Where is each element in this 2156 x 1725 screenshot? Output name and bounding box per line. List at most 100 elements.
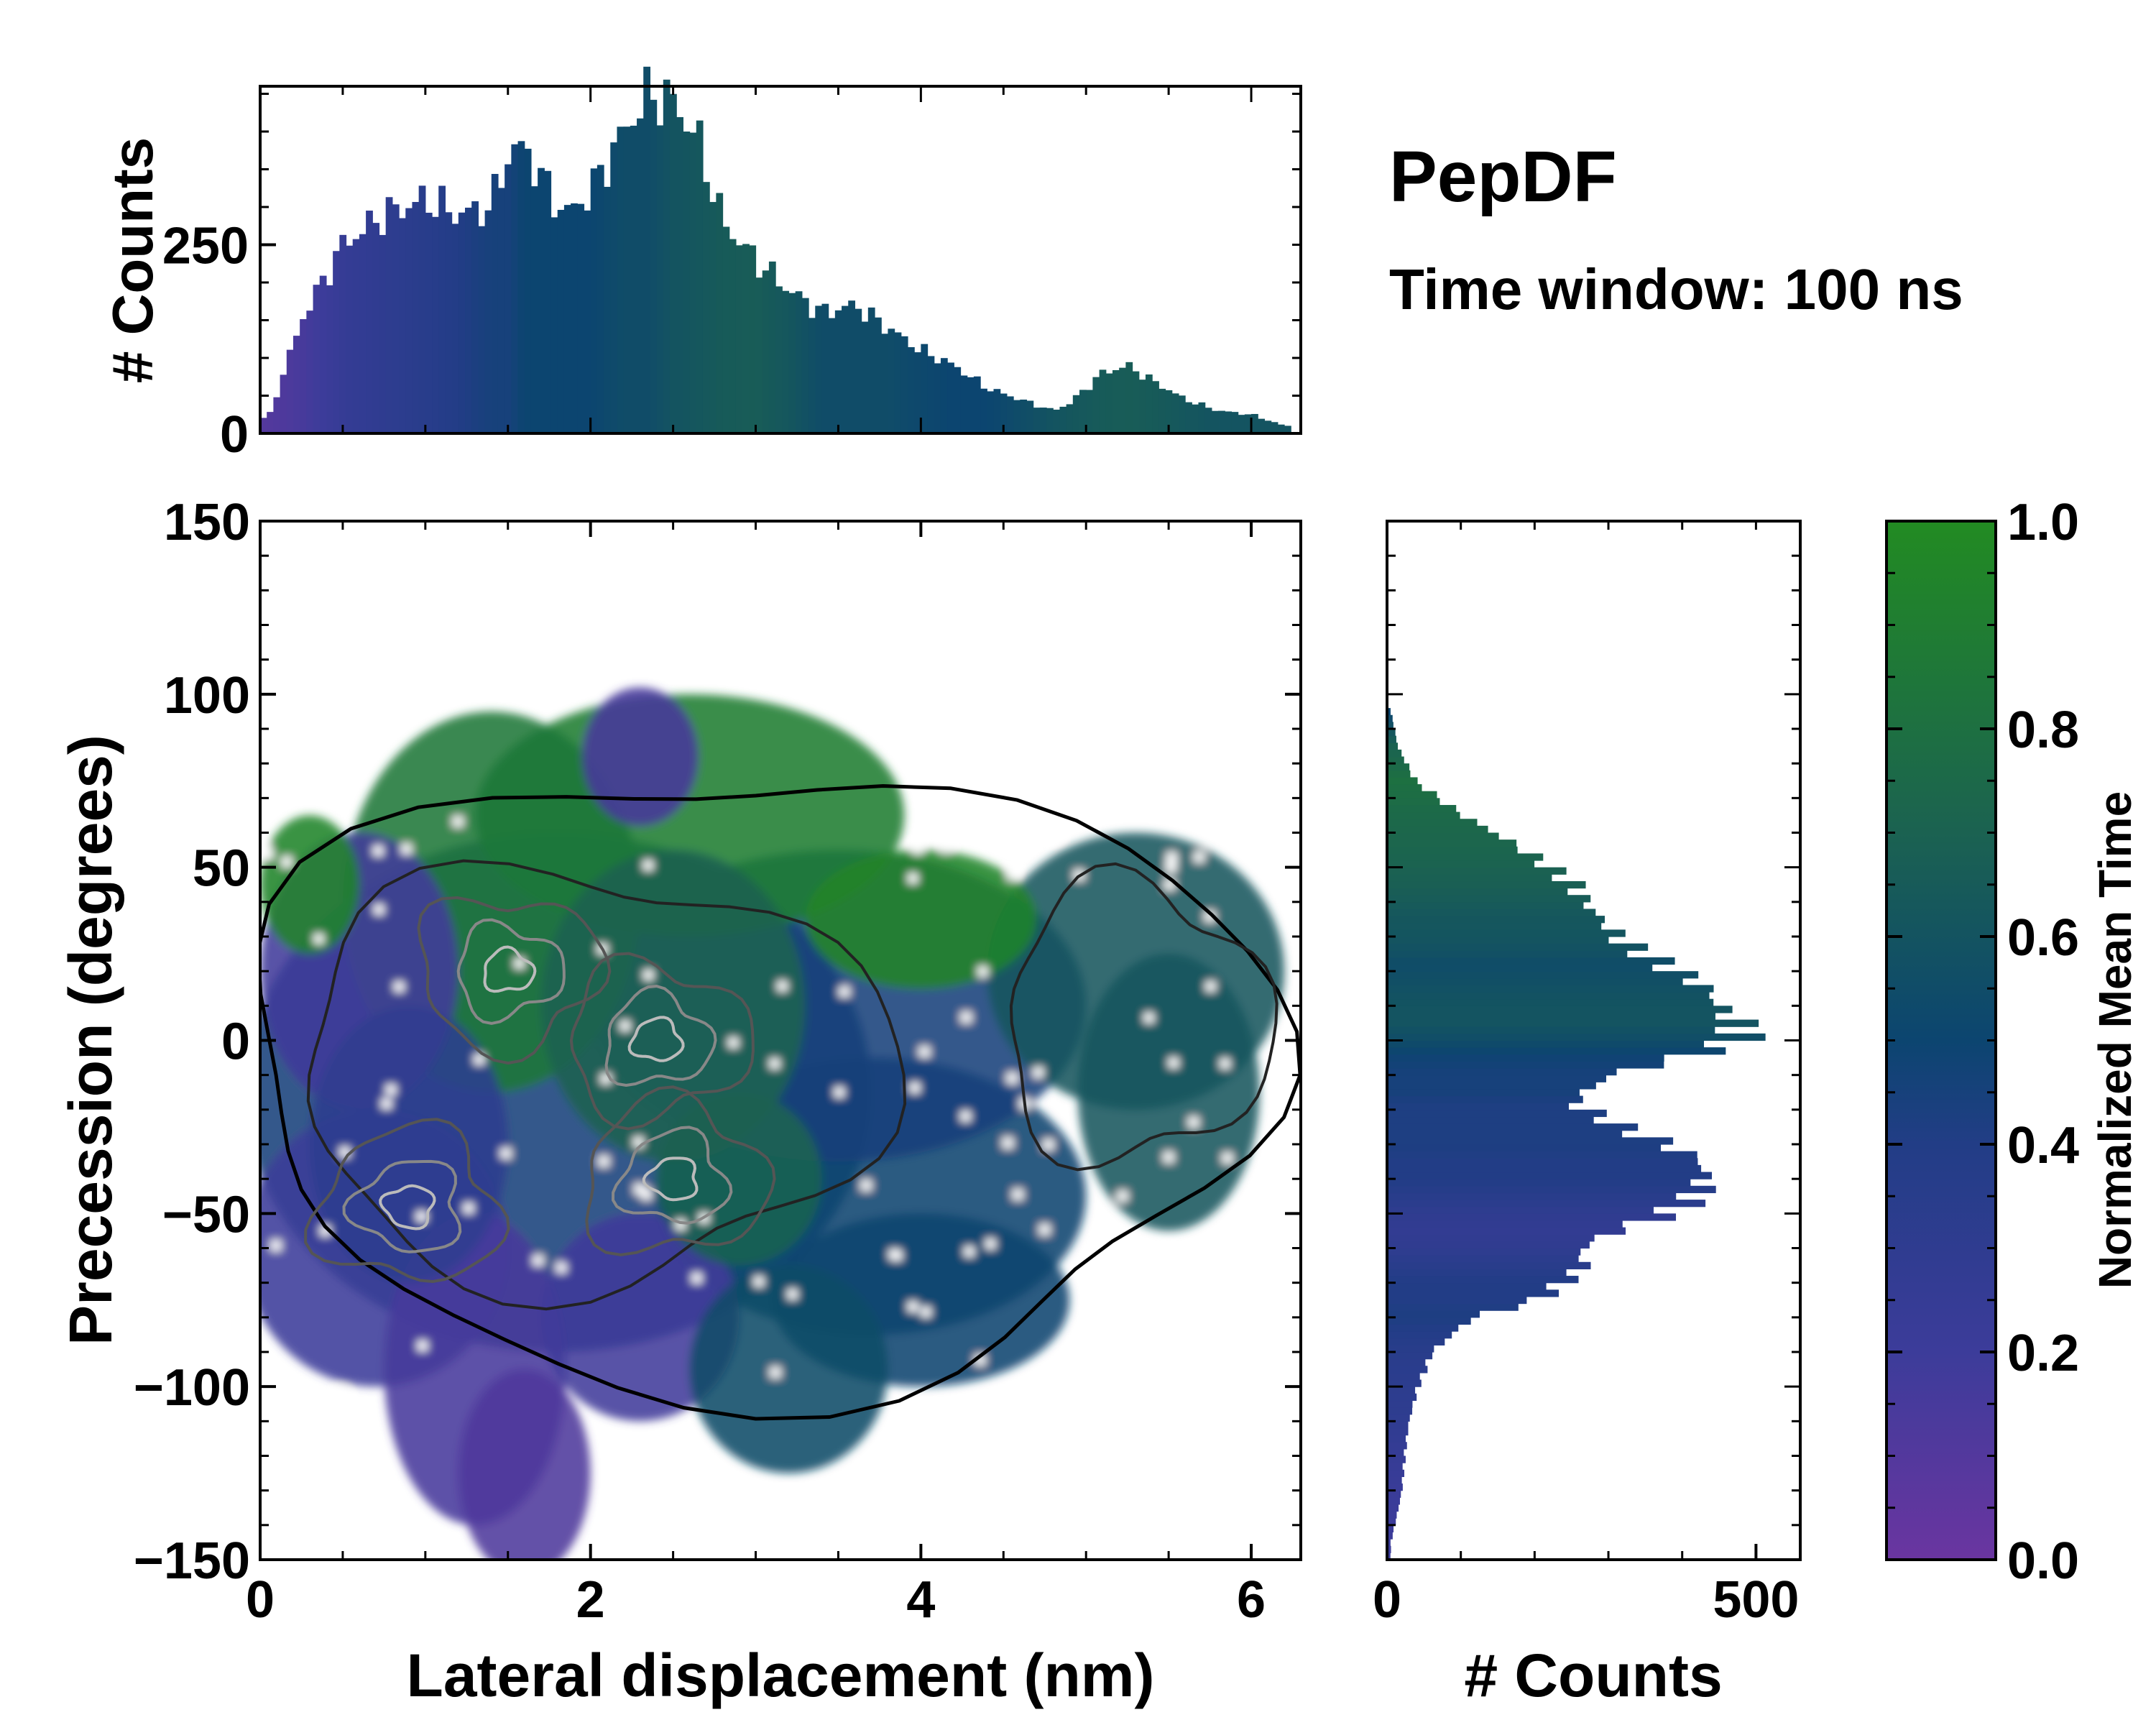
empty-bin (373, 845, 384, 856)
empty-bin (338, 1385, 349, 1396)
right-histogram-bar (1387, 1427, 1409, 1436)
top-histogram-bar (286, 349, 294, 433)
top-histogram-bar (267, 412, 274, 433)
top-histogram-bar (1053, 409, 1061, 433)
top-histogram-bar (505, 164, 512, 434)
right-histogram-bar (1387, 1310, 1480, 1318)
right-histogram-bar (1387, 1088, 1580, 1097)
empty-bin (1117, 1191, 1128, 1202)
top-histogram-bar (1138, 380, 1146, 433)
right-histogram-bar (1387, 1372, 1420, 1381)
empty-bin (1163, 1248, 1174, 1259)
empty-bin (599, 1156, 609, 1167)
top-histogram-bar (1013, 400, 1021, 433)
empty-bin (1174, 1364, 1185, 1375)
empty-bin (453, 816, 464, 827)
top-histogram-bar (372, 223, 380, 433)
top-histogram-bar (1238, 415, 1245, 433)
right-histogram-bar (1387, 708, 1391, 716)
empty-bin (634, 1184, 645, 1195)
right-histogram-bar (1387, 1179, 1691, 1187)
empty-bin (374, 904, 384, 915)
right-histogram-bar (1387, 1276, 1579, 1284)
top-histogram-bar (1284, 426, 1291, 433)
empty-bin (1191, 1354, 1202, 1365)
right-histogram-bar (1387, 998, 1714, 1006)
contour-line (483, 945, 537, 993)
empty-bin (769, 1058, 780, 1069)
empty-bin (839, 986, 849, 997)
right-histogram-bar (1387, 1352, 1433, 1360)
top-histogram-bar (1020, 399, 1028, 433)
top-histogram-bar (491, 173, 499, 433)
top-histogram-bar (1006, 396, 1014, 433)
top-histogram-bar (842, 305, 849, 433)
top-histogram-bar (921, 344, 929, 433)
empty-bin (394, 981, 405, 992)
top-histogram-bar (352, 239, 360, 433)
right-histogram-bar (1387, 1366, 1428, 1374)
main-ytick-label: −50 (162, 1186, 250, 1243)
top-histogram-bar (670, 93, 677, 433)
top-histogram-bar (848, 300, 856, 433)
right-histogram-bar (1387, 1317, 1471, 1325)
right-histogram-bar (1387, 804, 1457, 813)
right-histogram-bar (1387, 1213, 1677, 1221)
main-ytick-label: 0 (221, 1013, 250, 1071)
right-histogram-bar (1387, 763, 1410, 771)
right-histogram-ticks: 0 500 (1373, 520, 1800, 1629)
top-histogram-bar (683, 132, 691, 433)
top-histogram-bar (326, 285, 333, 433)
empty-bin (1007, 870, 1018, 880)
contour-line (342, 1159, 462, 1254)
right-histogram-bar (1387, 929, 1626, 937)
top-histogram-bar (412, 201, 420, 433)
top-histogram-bar (808, 318, 816, 433)
right-histogram-bar (1387, 1227, 1626, 1235)
top-histogram-bar (1059, 406, 1067, 433)
top-histogram-bar (471, 201, 479, 433)
right-histogram-bar (1387, 791, 1437, 799)
right-histogram-bar (1387, 1524, 1394, 1533)
empty-bin (777, 980, 788, 991)
top-histogram-bar (339, 234, 347, 433)
contour-line (627, 1016, 685, 1062)
colorbar-tick-label: 0.0 (2007, 1532, 2079, 1590)
right-histogram-bar (1387, 1116, 1594, 1124)
contour-line (306, 859, 907, 1311)
top-histogram-bar (1046, 408, 1054, 433)
right-histogram-bar (1387, 1206, 1654, 1214)
right-histogram-bar (1387, 943, 1649, 951)
right-histogram-bar (1387, 742, 1399, 750)
empty-bin (464, 1202, 474, 1213)
empty-bin (908, 1302, 918, 1312)
empty-bin (1222, 1153, 1233, 1164)
top-histogram-bar (511, 144, 519, 434)
empty-bin (977, 966, 988, 977)
empty-bin (861, 1180, 872, 1191)
top-ytick-label: 250 (162, 218, 249, 275)
empty-bin (619, 1021, 630, 1031)
contour-line (260, 784, 1301, 1421)
main-xtick-label: 0 (246, 1571, 275, 1629)
top-histogram-bar (914, 352, 921, 433)
empty-bin (728, 1037, 739, 1048)
right-histogram-bar (1387, 1144, 1662, 1152)
right-histogram-bar (1387, 888, 1568, 896)
contour-line (417, 896, 612, 1065)
right-histogram-bar (1387, 1448, 1404, 1457)
colorbar-tick-label: 0.6 (2007, 909, 2079, 967)
top-histogram-bar (875, 317, 882, 433)
top-histogram-bar (571, 203, 578, 433)
right-histogram-bar (1387, 798, 1440, 806)
empty-bin (753, 1276, 764, 1287)
colorbar: 0.0 0.2 0.4 0.6 0.8 1.0 Normalized Mean Time (1885, 494, 2141, 1590)
right-histogram-bar (1387, 1241, 1590, 1249)
contour-line (604, 985, 717, 1087)
right-histogram-bar (1387, 1082, 1596, 1090)
top-histogram-bar (333, 251, 340, 433)
top-histogram-bar (292, 336, 300, 433)
top-histogram-bar (854, 308, 862, 433)
top-histogram-bar (584, 210, 591, 433)
top-histogram-bar (907, 347, 915, 433)
